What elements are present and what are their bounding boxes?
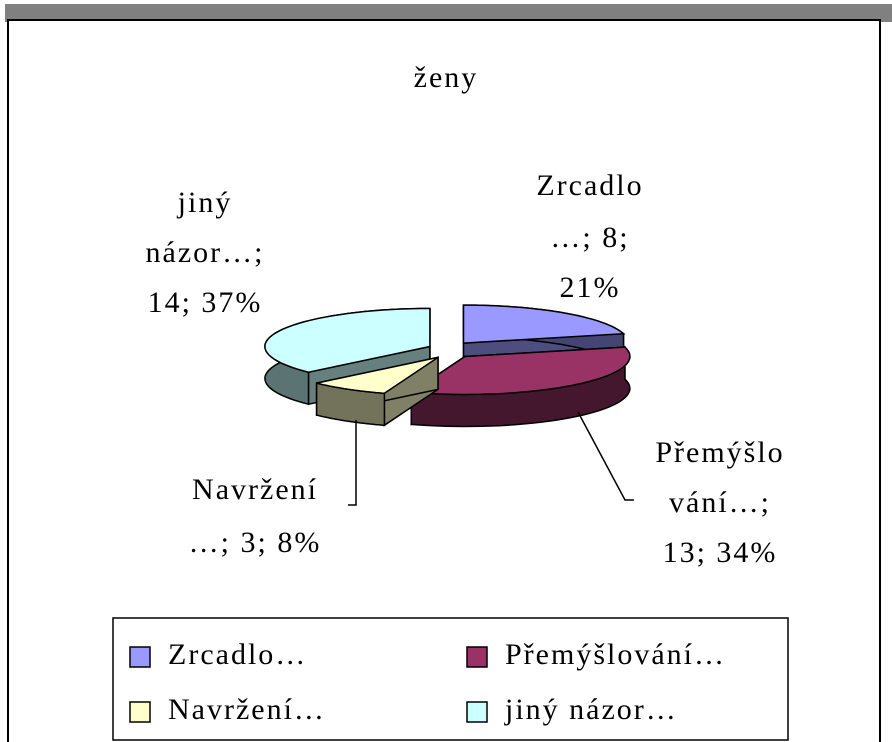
leader-line: [348, 420, 357, 506]
chart-title: ženy: [414, 61, 479, 94]
top-bar: [5, 4, 892, 22]
legend-label: Navržení…: [168, 693, 326, 726]
data-label: vání…;: [669, 486, 771, 519]
legend-swatch: [466, 701, 488, 723]
legend-label: Přemýšlování…: [505, 638, 726, 671]
data-label: …; 3; 8%: [189, 526, 322, 559]
legend-items: Zrcadlo… Přemýšlování… Navržení… jiný názor…: [129, 638, 726, 726]
data-label: Přemýšlo: [655, 436, 784, 469]
legend-swatch: [129, 701, 151, 723]
pie-slice: [315, 355, 439, 427]
data-label: Zrcadlo: [536, 169, 643, 202]
pie: [264, 304, 631, 428]
legend-swatch: [466, 646, 488, 668]
slice-top: [462, 304, 626, 344]
data-labels: Zrcadlo …; 8; 21% Přemýšlo vání…; 13; 34% Navr…: [146, 169, 784, 569]
leader-line: [577, 411, 634, 501]
data-label: Navržení: [192, 473, 318, 506]
legend: [112, 617, 789, 741]
legend-swatch: [129, 646, 151, 668]
legend-label: Zrcadlo…: [168, 638, 307, 671]
legend-label: jiný názor…: [504, 693, 678, 726]
slice-top: [316, 356, 439, 395]
slice-top: [409, 346, 631, 396]
data-label: 14; 37%: [148, 286, 263, 319]
data-label: jiný: [177, 186, 233, 219]
data-label: …; 8;: [550, 221, 629, 254]
data-label: 13; 34%: [663, 536, 778, 569]
data-label: 21%: [560, 271, 621, 304]
data-label: názor…;: [146, 236, 265, 269]
slice-top: [264, 307, 431, 373]
pie-slice: [462, 304, 626, 376]
pie-slice: [409, 345, 631, 428]
